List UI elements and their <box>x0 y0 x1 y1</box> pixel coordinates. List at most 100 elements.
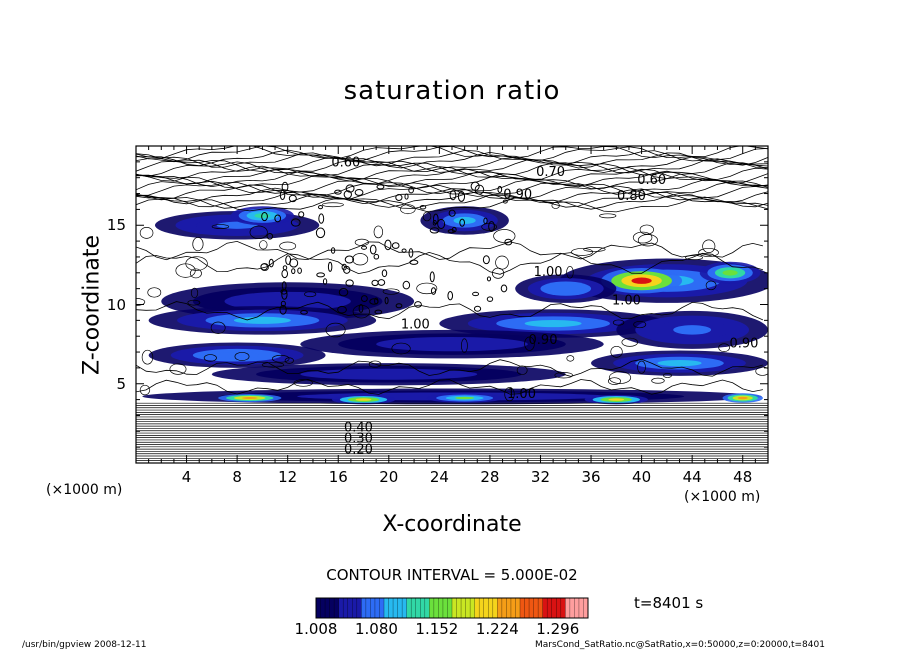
supersat-region-12 <box>148 342 326 368</box>
supersat-region-6 <box>515 274 617 303</box>
colorbar-bin <box>420 598 426 618</box>
contour-cell <box>321 202 344 208</box>
contour-cell <box>369 298 379 305</box>
x-tick-label-44: 44 <box>682 468 702 486</box>
contour-cell <box>341 263 347 271</box>
contour-line <box>136 151 768 169</box>
footer-data-source: MarsCond_SatRatio.nc@SatRatio,x=0:50000,… <box>535 640 825 650</box>
contour-cell <box>187 299 201 306</box>
contour-cell <box>373 225 384 239</box>
colorbar-bin <box>356 598 362 618</box>
contour-cell <box>361 245 368 250</box>
x-axis-unit-left: (×1000 m) <box>46 482 123 498</box>
colorbar-tick-label-0: 1.008 <box>294 620 338 638</box>
contour-cell <box>457 190 466 202</box>
contour-cell <box>316 272 325 278</box>
contour-cell <box>486 296 494 302</box>
contour-cell <box>566 265 574 279</box>
colorbar-bin <box>361 598 367 618</box>
contour-cell <box>260 263 270 271</box>
supersat-region-4 <box>601 268 683 294</box>
contour-cell <box>698 248 719 257</box>
contour-cell <box>651 377 665 384</box>
contour-cell <box>504 238 513 246</box>
contour-label-13: 0.40 <box>344 420 373 435</box>
supersat-region-10 <box>616 310 768 349</box>
supersat-region-13 <box>591 350 768 376</box>
contour-cell <box>702 239 716 254</box>
contour-cell <box>334 189 342 195</box>
contour-cell <box>612 319 625 326</box>
colorbar-tick-label-2: 1.152 <box>415 620 459 638</box>
contour-label-3: 0.80 <box>617 189 646 204</box>
contour-cell <box>376 184 385 190</box>
contour-cell <box>147 287 162 298</box>
contour-cell <box>300 310 308 315</box>
colorbar-bin <box>520 598 525 618</box>
contour-cell <box>416 282 438 295</box>
colorbar-bin <box>320 598 326 618</box>
colorbar-bin <box>456 598 462 618</box>
x-tick-label-8: 8 <box>232 468 242 486</box>
contour-cell <box>338 288 349 297</box>
footer-program-info: /usr/bin/gpview 2008-12-11 <box>22 640 147 650</box>
colorbar-bin <box>411 598 417 618</box>
colorbar-bin <box>393 598 398 618</box>
x-tick-label-32: 32 <box>530 468 551 486</box>
colorbar-bin <box>551 598 557 618</box>
contour-cell <box>470 181 480 191</box>
contour-cell <box>234 352 250 361</box>
contour-cell <box>280 300 286 307</box>
contour-label-11: 0.20 <box>344 442 373 457</box>
contour-line <box>136 240 763 261</box>
colorbar-bin <box>529 598 534 618</box>
contour-label-5: 1.00 <box>534 265 563 280</box>
contour-cell <box>566 355 575 362</box>
colorbar-bin <box>329 598 335 618</box>
contour-cell <box>409 259 419 265</box>
contour-cell <box>459 218 465 227</box>
colorbar-bin <box>515 598 521 618</box>
contour-cell <box>261 362 285 368</box>
colorbar-bin <box>338 598 344 618</box>
contour-cell <box>274 214 282 223</box>
contour-line <box>136 161 768 177</box>
x-tick-label-20: 20 <box>379 468 399 486</box>
colorbar-bin <box>379 598 385 618</box>
contour-cell <box>345 279 354 287</box>
contour-cell <box>279 304 287 315</box>
contour-cell <box>524 336 535 351</box>
colorbar-bin <box>470 598 476 618</box>
contour-cell <box>551 202 560 209</box>
contour-cell <box>632 231 653 244</box>
contour-cell <box>382 288 400 295</box>
contour-cell <box>384 296 389 305</box>
colorbar-bin <box>569 598 575 618</box>
contour-cell <box>211 224 230 229</box>
colorbar-bin <box>424 598 430 618</box>
contour-cell <box>637 234 658 247</box>
contour-cell <box>297 267 302 274</box>
contour-line <box>136 146 768 160</box>
contour-cell <box>633 320 647 329</box>
contour-cell <box>279 241 297 251</box>
colorbar-bin <box>578 598 584 618</box>
contour-label-7: 1.00 <box>401 317 430 332</box>
contour-cell <box>488 221 495 232</box>
contour-label-1: 0.70 <box>536 165 565 180</box>
contour-cell <box>663 373 672 378</box>
contour-cell <box>190 287 199 299</box>
colorbar-bin <box>538 598 544 618</box>
contour-cell <box>192 237 204 252</box>
supersat-region-18 <box>426 393 503 403</box>
contour-cell <box>141 349 154 365</box>
contour-cell <box>395 194 403 202</box>
contour-cell <box>185 256 208 271</box>
contour-cell <box>354 189 364 196</box>
contour-cell <box>583 247 606 252</box>
colorbar-bin <box>384 598 389 618</box>
contour-cell <box>391 342 411 355</box>
contour-cell <box>571 248 594 256</box>
colorbar-bin <box>583 598 589 618</box>
supersat-region-17 <box>331 394 396 405</box>
